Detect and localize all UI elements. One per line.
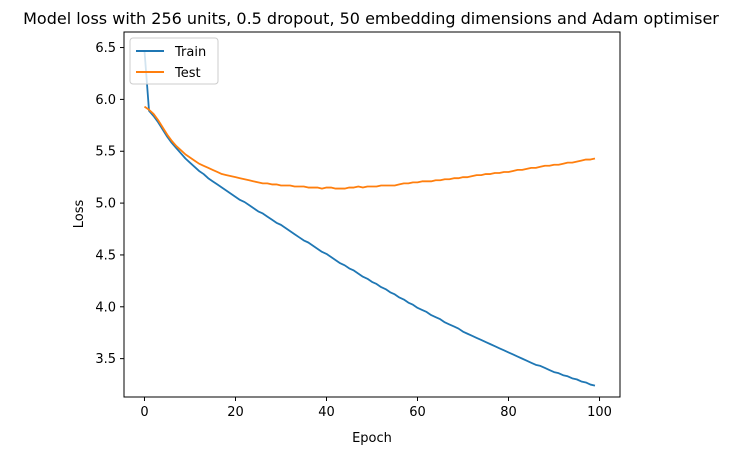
legend-test-label: Test [174,66,201,81]
y-axis-label: Loss [72,200,87,229]
x-tick-label: 100 [587,405,612,420]
y-tick-label: 4.5 [95,248,116,263]
x-tick-label: 40 [318,405,335,420]
legend: Train Test [129,37,219,85]
chart-title: Model loss with 256 units, 0.5 dropout, … [23,9,719,28]
y-tick-label: 5.0 [95,197,116,212]
x-tick-label: 20 [227,405,244,420]
y-tick-label: 6.5 [95,41,116,56]
x-axis-label: Epoch [352,431,392,446]
plot-area [124,32,620,397]
y-tick-label: 6.0 [95,93,116,108]
y-tick-label: 4.0 [95,300,116,315]
x-tick-label: 0 [140,405,148,420]
plot-frame [123,31,621,398]
series-line-test [143,105,596,190]
legend-train-label: Train [174,45,206,60]
x-tick-label: 80 [500,405,517,420]
x-tick-label: 60 [409,405,426,420]
x-axis-ticks: 0 20 40 60 80 100 [140,397,612,420]
series-layer [143,50,596,387]
y-tick-label: 3.5 [95,352,116,367]
y-axis-ticks: 3.5 4.0 4.5 5.0 5.5 6.0 6.5 [95,41,124,367]
series-line-train [143,50,596,387]
y-tick-label: 5.5 [95,145,116,160]
